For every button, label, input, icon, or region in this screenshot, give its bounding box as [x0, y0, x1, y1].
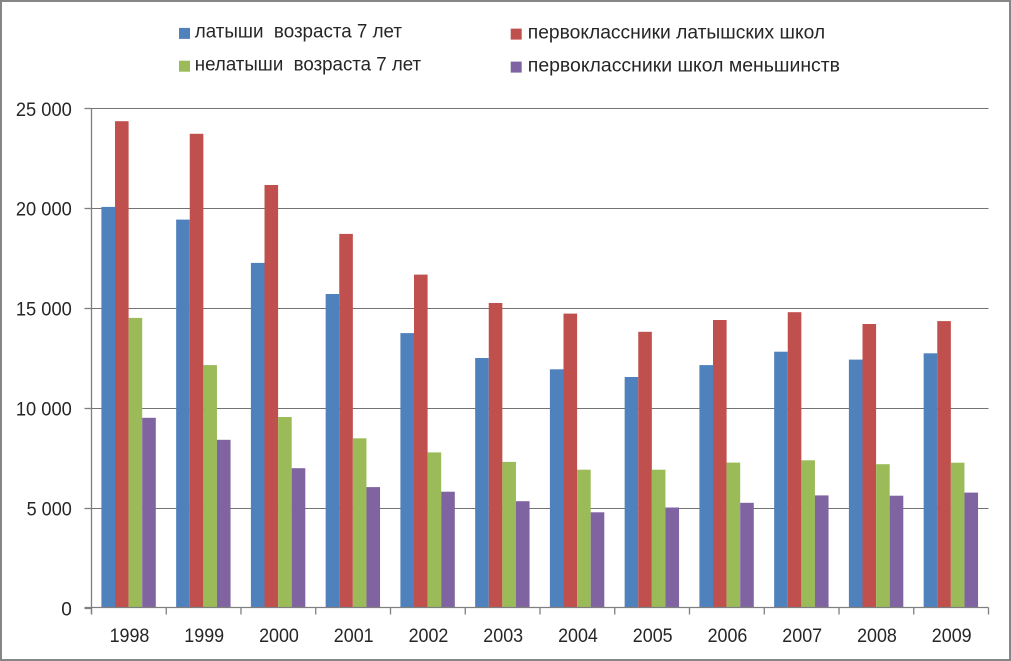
svg-text:2008: 2008	[857, 626, 897, 647]
svg-text:20 000: 20 000	[16, 200, 72, 221]
svg-text:2002: 2002	[409, 626, 449, 647]
svg-text:15 000: 15 000	[16, 300, 72, 321]
svg-text:1998: 1998	[110, 626, 150, 647]
svg-text:латыши возраста 7 лет: латыши возраста 7 лет	[195, 22, 402, 43]
svg-text:2001: 2001	[334, 626, 374, 647]
svg-text:2003: 2003	[483, 626, 523, 647]
svg-text:нелатыши возраста 7 лет: нелатыши возраста 7 лет	[195, 55, 422, 76]
svg-text:25 000: 25 000	[16, 100, 72, 121]
svg-text:первоклассники латышских школ: первоклассники латышских школ	[528, 22, 825, 43]
svg-text:0: 0	[61, 599, 72, 620]
svg-text:2009: 2009	[932, 626, 972, 647]
svg-text:первоклассники школ меньшинств: первоклассники школ меньшинств	[528, 56, 840, 77]
svg-text:2007: 2007	[782, 626, 822, 647]
svg-text:5 000: 5 000	[27, 499, 72, 520]
svg-text:2004: 2004	[558, 626, 598, 647]
svg-text:2006: 2006	[708, 626, 748, 647]
svg-text:2005: 2005	[633, 626, 673, 647]
svg-text:2000: 2000	[259, 626, 299, 647]
svg-text:1999: 1999	[184, 626, 224, 647]
svg-text:10 000: 10 000	[16, 400, 72, 421]
